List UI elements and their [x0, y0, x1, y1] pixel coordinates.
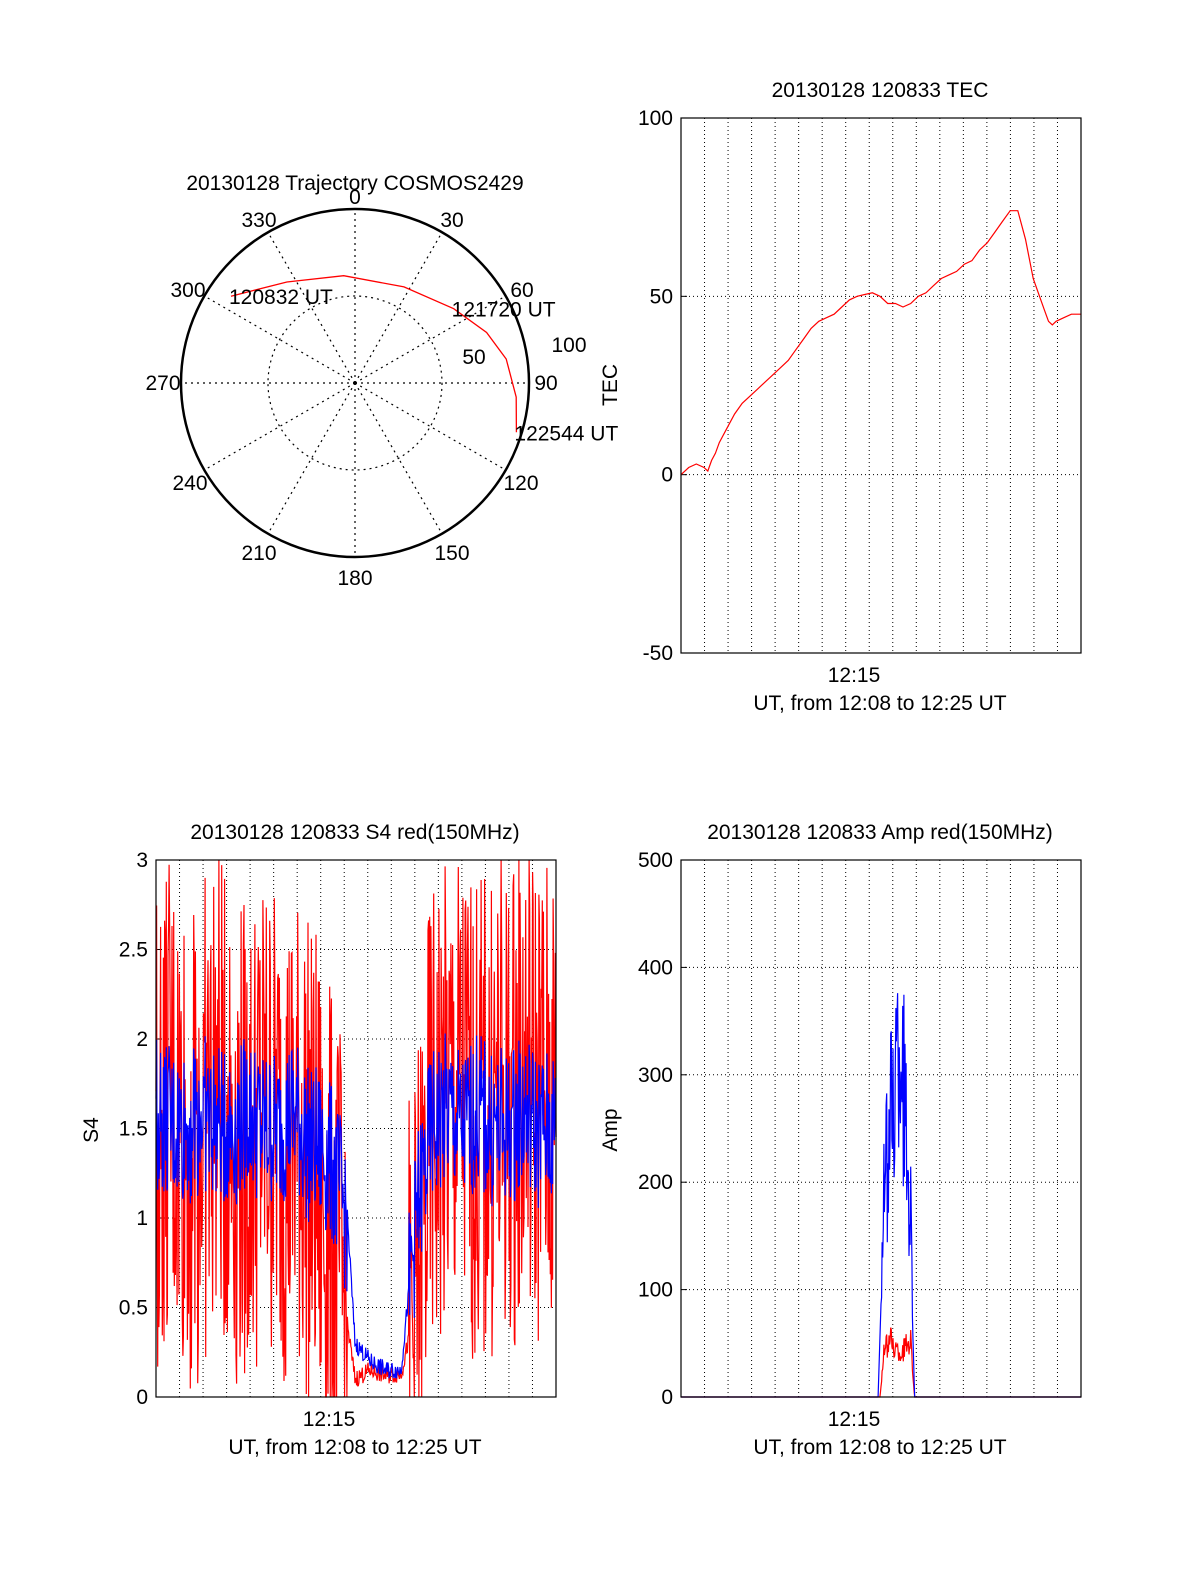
y-tick-label: 0: [661, 1386, 673, 1409]
data-series-line: [680, 210, 1081, 476]
s4-tick-labels: 0 0.5 1 1.5 2 2.5 3 12:15: [119, 849, 355, 1431]
amp-plot-frame: [680, 859, 1082, 1398]
polar-outer-circle: [179, 207, 531, 559]
s4-x-axis-label: UT, from 12:08 to 12:25 UT: [228, 1436, 481, 1459]
polar-spoke: [204, 382, 356, 471]
tec-x-axis-label: UT, from 12:08 to 12:25 UT: [753, 692, 1006, 715]
polar-angular-tick-label: 180: [337, 567, 372, 590]
y-tick-label: 400: [638, 956, 673, 979]
polar-angular-tick-label: 150: [434, 542, 469, 565]
y-tick-label: 2.5: [119, 939, 148, 962]
trajectory-time-label: 122544 UT: [514, 422, 618, 445]
polar-spoke: [267, 382, 356, 534]
trajectory-line: [230, 275, 518, 433]
polar-grid: [179, 207, 531, 559]
x-tick-label: 12:15: [303, 1408, 356, 1431]
trajectory-time-label: 120832 UT: [229, 286, 333, 309]
tec-y-axis-label: TEC: [599, 364, 622, 406]
polar-angular-tick-label: 300: [170, 279, 205, 302]
tec-chart-panel: 20130128 120833 TEC -50 0 50 100 12:15 UT, f…: [599, 79, 1082, 715]
s4-plot-frame: [155, 859, 557, 1398]
polar-angular-tick-label: 30: [440, 209, 463, 232]
data-series-line: [681, 993, 1081, 1398]
polar-radial-tick-label: 100: [551, 334, 586, 357]
polar-angular-tick-label: 270: [145, 372, 180, 395]
polar-radial-tick-label: 50: [462, 346, 485, 369]
polar-angular-tick-label: 90: [534, 372, 557, 395]
polar-angular-tick-labels: 0 30 60 90 120 150 180 210 240 270 300 330: [145, 186, 557, 590]
x-tick-label: 12:15: [828, 664, 881, 687]
polar-annotations: 120832 UT 121720 UT 122544 UT: [229, 286, 618, 445]
polar-spoke: [354, 295, 506, 384]
polar-spoke: [204, 295, 356, 384]
y-tick-label: 0: [661, 464, 673, 487]
y-tick-label: 500: [638, 849, 673, 872]
amp-chart-title: 20130128 120833 Amp red(150MHz): [707, 821, 1053, 844]
polar-chart-title: 20130128 Trajectory COSMOS2429: [186, 172, 523, 195]
y-tick-label: 0: [136, 1386, 148, 1409]
y-tick-label: 2: [136, 1028, 148, 1051]
tec-series: [680, 210, 1081, 476]
y-tick-label: -50: [643, 642, 673, 665]
amp-series: [681, 993, 1081, 1398]
trajectory-time-label: 121720 UT: [452, 299, 556, 322]
data-series-line: [155, 1033, 557, 1379]
polar-spoke: [354, 382, 506, 471]
polar-trajectory-series: [230, 275, 518, 433]
polar-radial-tick-labels: 50 100: [462, 334, 586, 369]
tec-grid: [681, 117, 1081, 654]
data-series-line: [681, 1327, 1081, 1398]
y-tick-label: 100: [638, 107, 673, 130]
polar-angular-tick-label: 120: [503, 472, 538, 495]
y-tick-label: 3: [136, 849, 148, 872]
y-tick-label: 100: [638, 1279, 673, 1302]
amp-grid: [681, 859, 1081, 1398]
x-tick-label: 12:15: [828, 1408, 881, 1431]
amp-tick-labels: 0 100 200 300 400 500 12:15: [638, 849, 880, 1431]
polar-angular-tick-label: 0: [349, 186, 361, 209]
polar-trajectory-panel: 20130128 Trajectory COSMOS2429 50 100 0 30…: [145, 172, 618, 590]
polar-angular-tick-label: 330: [241, 209, 276, 232]
s4-chart-panel: 20130128 120833 S4 red(150MHz) 0 0.5 1 1.5 2…: [80, 821, 557, 1459]
y-tick-label: 0.5: [119, 1297, 148, 1320]
tec-tick-labels: -50 0 50 100 12:15: [638, 107, 880, 687]
amp-x-axis-label: UT, from 12:08 to 12:25 UT: [753, 1436, 1006, 1459]
y-tick-label: 200: [638, 1171, 673, 1194]
polar-spoke: [354, 382, 443, 534]
tec-chart-title: 20130128 120833 TEC: [772, 79, 989, 102]
s4-y-axis-label: S4: [80, 1117, 103, 1143]
y-tick-label: 1.5: [119, 1118, 148, 1141]
polar-angular-tick-label: 240: [172, 472, 207, 495]
amp-y-axis-label: Amp: [599, 1108, 622, 1151]
polar-spoke: [267, 232, 356, 384]
polar-spoke: [354, 232, 443, 384]
y-tick-label: 50: [650, 285, 673, 308]
data-series-line: [155, 859, 557, 1398]
s4-series: [155, 859, 557, 1398]
polar-angular-tick-label: 210: [241, 542, 276, 565]
amp-chart-panel: 20130128 120833 Amp red(150MHz) 0 100 200 3…: [599, 821, 1082, 1459]
polar-inner-circle: [267, 295, 443, 471]
tec-plot-frame: [680, 117, 1082, 654]
polar-angular-tick-label: 60: [510, 279, 533, 302]
s4-chart-title: 20130128 120833 S4 red(150MHz): [190, 821, 519, 844]
y-tick-label: 1: [136, 1207, 148, 1230]
y-tick-label: 300: [638, 1064, 673, 1087]
